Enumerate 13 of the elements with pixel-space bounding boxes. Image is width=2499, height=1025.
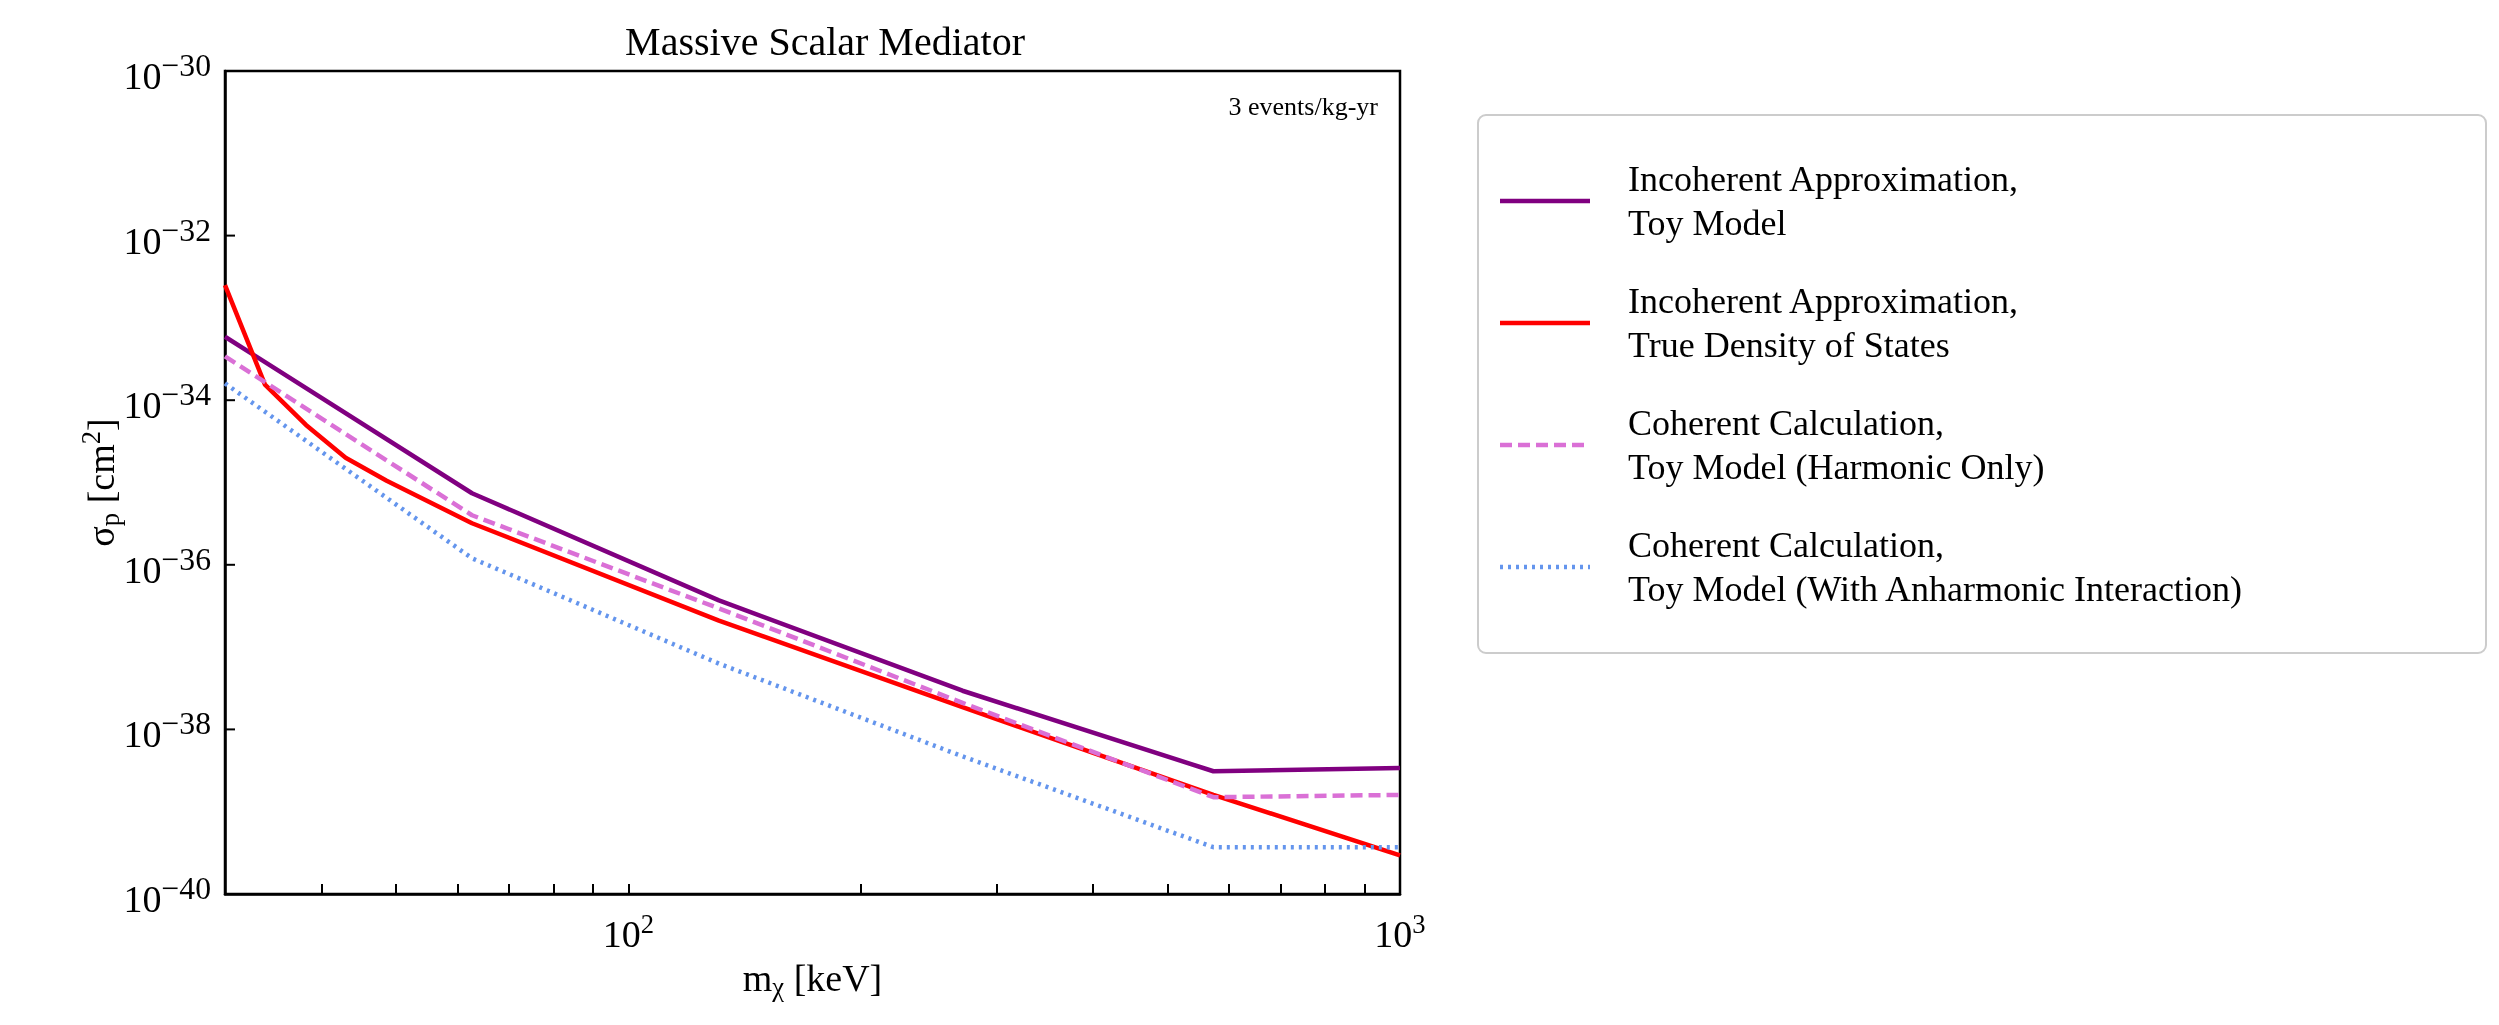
y-axis-title: σp [cm2] bbox=[75, 418, 125, 547]
y-tick-label: 10$^{−38}$ bbox=[123, 705, 211, 757]
chart-title: Massive Scalar Mediator bbox=[625, 18, 1025, 64]
y-tick-label: 10$^{−32}$ bbox=[123, 211, 211, 263]
legend-label: Coherent Calculation, Toy Model (With Anharmonic Interaction) bbox=[1628, 525, 2242, 609]
y-tick-label: 10$^{−34}$ bbox=[123, 375, 211, 428]
y-tick-label: 10$^{−30}$ bbox=[123, 46, 211, 99]
annotation: 3 events/kg-yr bbox=[1228, 91, 1379, 121]
legend-label: Incoherent Approximation, True Density of States bbox=[1628, 281, 2018, 365]
legend-label: Incoherent Approximation, Toy Model bbox=[1628, 159, 2018, 243]
y-tick-label: 10$^{−36}$ bbox=[123, 540, 211, 593]
y-tick-label: 10$^{−40}$ bbox=[123, 869, 211, 922]
legend-label: Coherent Calculation, Toy Model (Harmonic Only) bbox=[1628, 403, 2045, 487]
